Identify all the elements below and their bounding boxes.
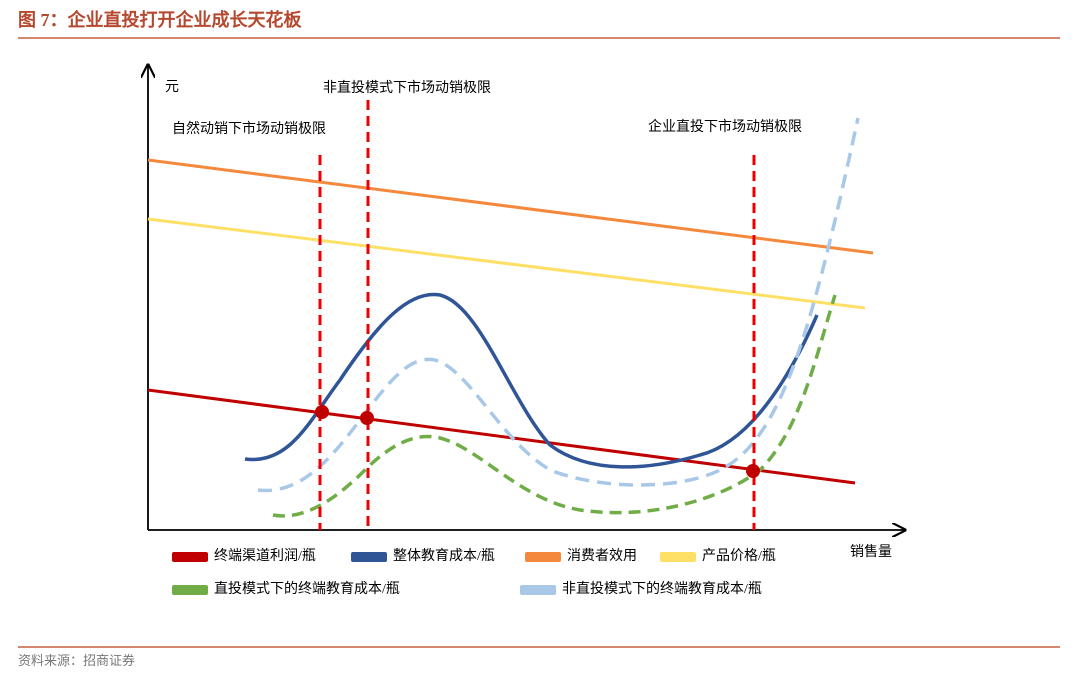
intersection-dot [360, 411, 374, 425]
legend-label: 非直投模式下的终端教育成本/瓶 [562, 580, 762, 597]
legend-swatch [172, 585, 208, 595]
y-axis-label: 元 [165, 80, 179, 95]
total-cost-curve [244, 292, 819, 469]
price-line [147, 217, 866, 310]
legend-label: 终端渠道利润/瓶 [214, 548, 316, 564]
utility-line [147, 158, 874, 255]
title: 图 7：企业直投打开企业成长天花板 [18, 9, 302, 30]
legend-swatch [660, 552, 696, 562]
legend-label: 产品价格/瓶 [702, 548, 776, 564]
legend-label: 消费者效用 [567, 548, 637, 564]
legend: 终端渠道利润/瓶 整体教育成本/瓶 消费者效用 产品价格/瓶直投模式下的终端教育成本/… [172, 548, 776, 597]
direct-cost-curve [272, 294, 837, 518]
legend-label: 整体教育成本/瓶 [393, 548, 495, 564]
legend-label: 直投模式下的终端教育成本/瓶 [214, 580, 400, 597]
annotation: 非直投模式下市场动销极限 [323, 79, 491, 96]
annotation: 企业直投下市场动销极限 [648, 118, 802, 135]
legend-swatch [525, 552, 561, 562]
legend-swatch [520, 585, 556, 595]
source: 资料来源：招商证券 [18, 653, 135, 668]
annotation: 自然动销下市场动销极限 [172, 120, 326, 137]
profit-line [147, 388, 856, 485]
intersection-dot [746, 464, 760, 478]
x-axis-label: 销售量 [850, 544, 892, 560]
legend-swatch [351, 552, 387, 562]
intersection-dot [315, 405, 329, 419]
non-direct-cost-curve [257, 117, 860, 493]
legend-swatch [172, 552, 208, 562]
